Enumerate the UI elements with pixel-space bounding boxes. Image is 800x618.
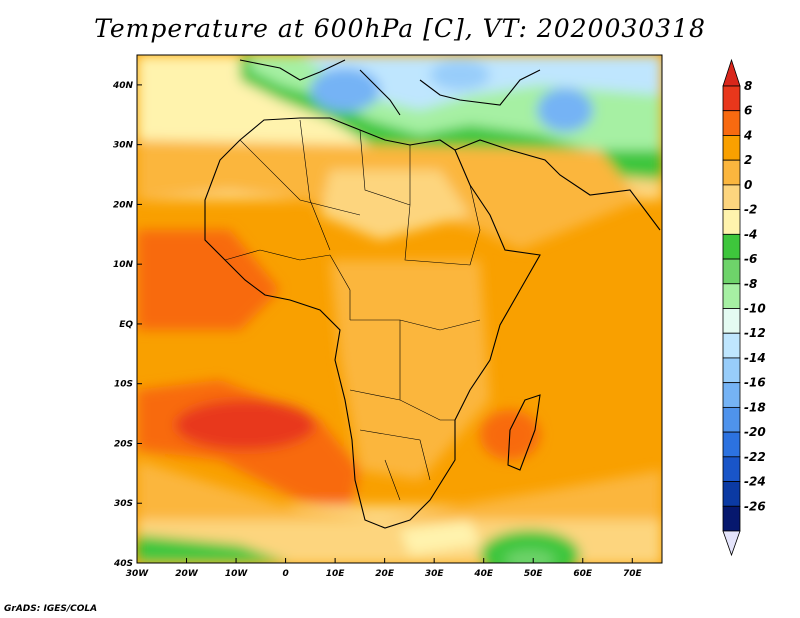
lat-tick-label: EQ (119, 320, 133, 330)
lon-tick-label: 20W (175, 569, 199, 579)
colorbar-swatch (722, 308, 741, 334)
africa-coastline (204, 117, 541, 529)
colorbar-bottom-triangle (722, 530, 741, 557)
map-title: Temperature at 600hPa [C], VT: 202003031… (94, 14, 706, 43)
colorbar-label: 4 (743, 128, 752, 142)
footer-credit: GrADS: IGES/COLA (4, 604, 98, 614)
colorbar-swatch (722, 233, 741, 260)
colorbar-label: -6 (744, 252, 757, 266)
colorbar-swatch (722, 382, 741, 408)
lon-tick-label: 70E (623, 569, 643, 579)
colorbar-swatch (722, 159, 741, 186)
country-borders (224, 119, 481, 501)
colorbar-swatch (722, 431, 741, 458)
colorbar-label: -8 (744, 277, 757, 291)
colorbar-swatch (722, 85, 741, 112)
latitude-axis: 40N 30N 20N 10N EQ 10S 20S 30S 40S (112, 81, 142, 569)
colorbar-swatch (722, 505, 741, 532)
lon-tick-label: 30E (425, 569, 445, 579)
lon-tick-label: 50E (524, 569, 544, 579)
colorbar-label: 0 (744, 178, 752, 192)
colorbar-swatch (722, 456, 741, 482)
lat-tick-label: 40S (113, 559, 133, 569)
lat-tick-label: 10N (113, 260, 134, 270)
colorbar-label: -22 (744, 450, 766, 464)
colorbar-label: -26 (744, 499, 766, 513)
colorbar-top-triangle (722, 58, 741, 87)
colorbar-swatch (722, 184, 741, 211)
colorbar-label: -10 (744, 302, 766, 316)
colorbar-label: -12 (744, 326, 766, 340)
lon-tick-label: 60E (573, 569, 593, 579)
colorbar-swatch (722, 135, 741, 161)
longitude-axis: 30W 20W 10W 0 10E 20E 30E 40E 50E 60E 70E (126, 558, 643, 579)
lon-tick-label: 0 (282, 569, 288, 579)
lat-tick-label: 10S (114, 380, 133, 390)
europe-coastline (239, 59, 661, 231)
colorbar-label: 2 (744, 153, 752, 167)
lat-tick-label: 30S (114, 499, 133, 509)
colorbar-label: -2 (744, 203, 757, 217)
colorbar-swatch (722, 332, 741, 359)
lon-tick-label: 40E (473, 569, 494, 579)
colorbar-swatch (722, 110, 741, 136)
colorbar-swatch (722, 406, 741, 433)
lon-tick-label: 10E (326, 569, 346, 579)
colorbar-label: 8 (744, 79, 752, 93)
colorbar: 8 6 4 2 0 -2 -4 -6 -8 -10 -12 -14 -16 -18 -20 -22 -24 -26 (722, 58, 766, 557)
colorbar-label: -14 (744, 351, 766, 365)
colorbar-label: -24 (744, 475, 766, 489)
lat-tick-label: 40N (112, 81, 134, 91)
field-shading (137, 55, 662, 563)
lat-tick-label: 20N (113, 200, 134, 210)
colorbar-label: 6 (744, 104, 752, 118)
colorbar-label: -16 (744, 376, 766, 390)
colorbar-swatch (722, 481, 741, 507)
lat-tick-label: 30N (113, 141, 134, 151)
colorbar-swatch (722, 209, 741, 235)
colorbar-swatch (722, 283, 741, 309)
lon-tick-label: 30W (126, 569, 150, 579)
lon-tick-label: 20E (375, 569, 395, 579)
colorbar-label: -20 (744, 425, 766, 439)
colorbar-label: -18 (744, 400, 766, 414)
madagascar-coastline (507, 394, 541, 471)
colorbar-swatch (722, 357, 741, 384)
colorbar-label: -4 (744, 227, 757, 241)
map-frame (136, 54, 663, 564)
temperature-field (137, 55, 662, 563)
colorbar-swatch (722, 258, 741, 285)
coastlines (204, 59, 661, 529)
lat-tick-label: 20S (114, 439, 133, 449)
lon-tick-label: 10W (225, 569, 249, 579)
